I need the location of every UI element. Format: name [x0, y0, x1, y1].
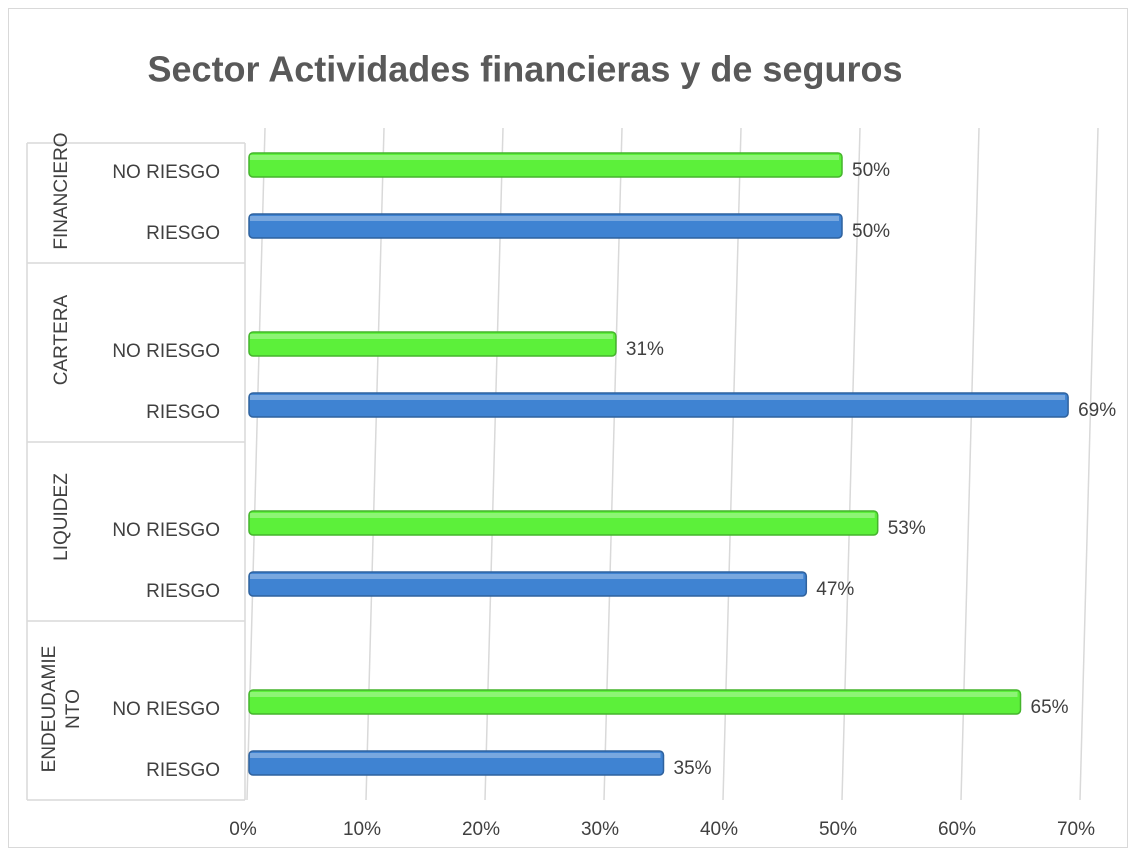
- group-label: ENDEUDAMIENTO: [39, 645, 84, 773]
- grid-line: [246, 127, 266, 801]
- x-tick-label: 30%: [581, 819, 619, 840]
- value-label: 31%: [626, 339, 664, 360]
- category-label: NO RIESGO: [112, 162, 220, 183]
- value-label: 35%: [674, 758, 712, 779]
- bar-highlight: [250, 692, 1018, 697]
- x-tick-label: 50%: [819, 819, 857, 840]
- bar: [248, 331, 617, 357]
- group-label: LIQUIDEZ: [51, 473, 72, 561]
- grid-line: [722, 127, 742, 801]
- bar: [248, 689, 1022, 715]
- chart-title: Sector Actividades financieras y de segu…: [148, 49, 903, 90]
- bar-highlight: [250, 216, 839, 221]
- bar: [248, 152, 843, 178]
- bar: [248, 750, 665, 776]
- value-label: 65%: [1031, 697, 1069, 718]
- category-label: NO RIESGO: [112, 520, 220, 541]
- x-tick-label: 60%: [938, 819, 976, 840]
- category-label: NO RIESGO: [112, 341, 220, 362]
- grid-line: [841, 127, 861, 801]
- bar-highlight: [250, 574, 804, 579]
- bar-highlight: [250, 395, 1066, 400]
- category-label: RIESGO: [146, 402, 220, 423]
- grid-line: [484, 127, 504, 801]
- bar: [248, 392, 1069, 418]
- bar: [248, 571, 808, 597]
- grid-line: [1079, 127, 1099, 801]
- x-tick-label: 70%: [1057, 819, 1095, 840]
- value-label: 47%: [816, 579, 854, 600]
- x-tick-label: 0%: [229, 819, 257, 840]
- category-label: RIESGO: [146, 581, 220, 602]
- value-label: 50%: [852, 221, 890, 242]
- value-label: 53%: [888, 518, 926, 539]
- grid-line: [365, 127, 385, 801]
- x-tick-label: 40%: [700, 819, 738, 840]
- bar-highlight: [250, 513, 875, 518]
- bar: [248, 510, 879, 536]
- value-label: 50%: [852, 160, 890, 181]
- category-label: RIESGO: [146, 760, 220, 781]
- value-label: 69%: [1078, 400, 1116, 421]
- bar-highlight: [250, 334, 613, 339]
- bar-highlight: [250, 753, 661, 758]
- category-label: RIESGO: [146, 223, 220, 244]
- group-label: CARTERA: [51, 294, 72, 385]
- category-label: NO RIESGO: [112, 699, 220, 720]
- grid-line: [603, 127, 623, 801]
- grid-line: [960, 127, 980, 801]
- x-tick-label: 10%: [343, 819, 381, 840]
- chart-border: [8, 8, 1128, 848]
- x-tick-label: 20%: [462, 819, 500, 840]
- bar-highlight: [250, 155, 839, 160]
- bar: [248, 213, 843, 239]
- group-label: FINANCIERO: [51, 132, 72, 250]
